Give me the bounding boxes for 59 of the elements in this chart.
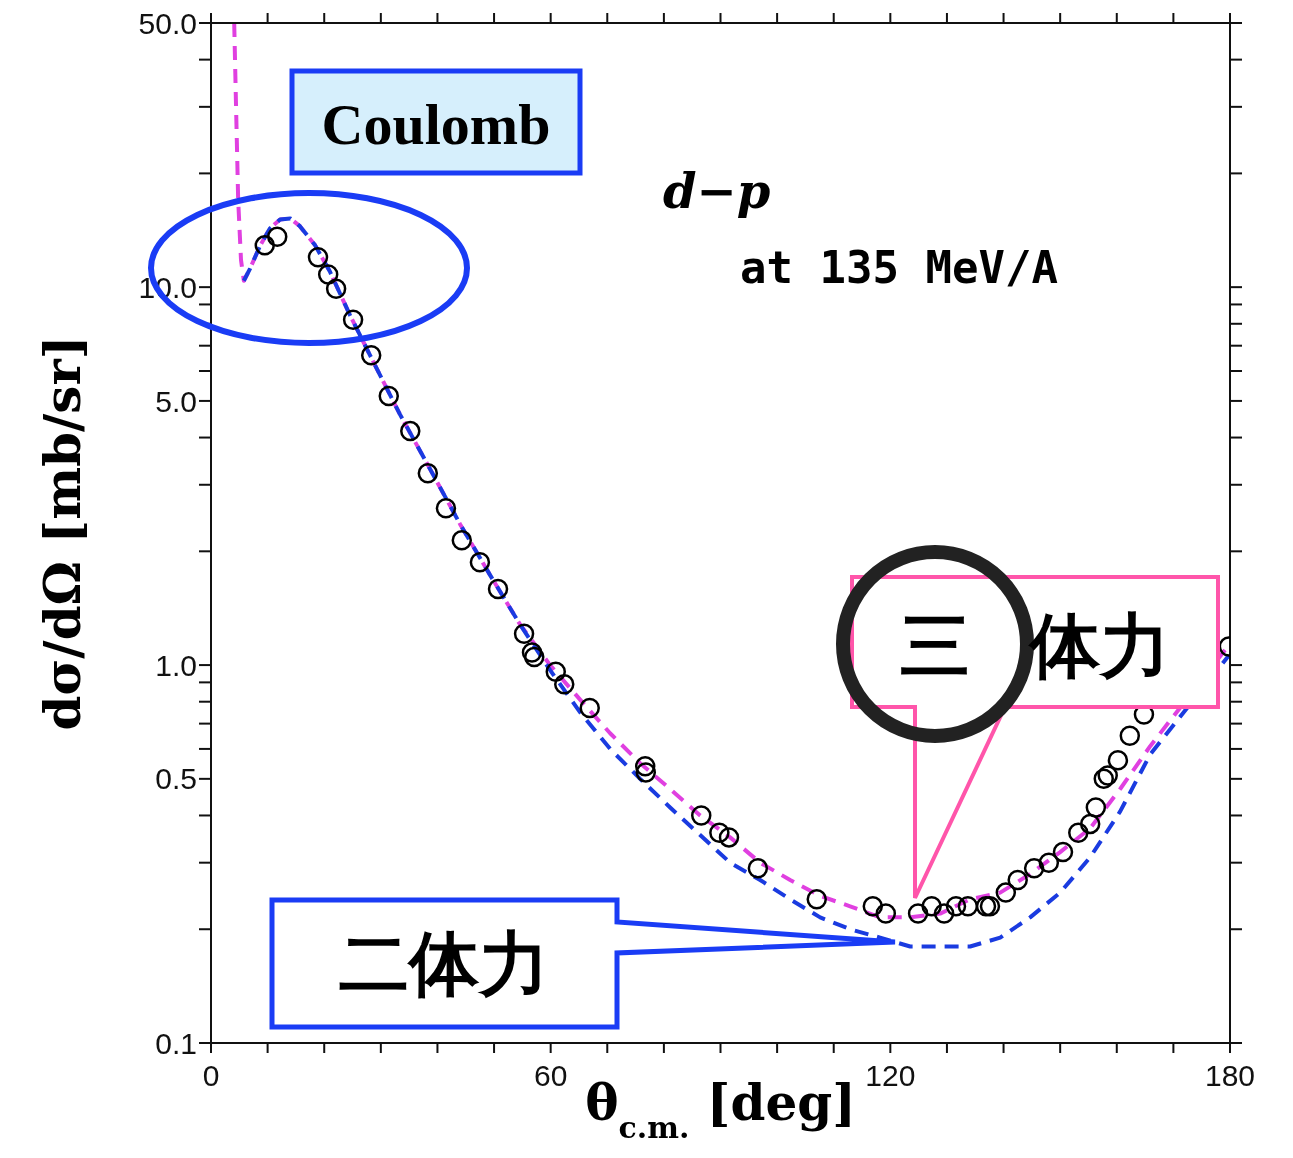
point — [907, 903, 929, 924]
point — [451, 529, 473, 551]
point — [691, 805, 712, 826]
point — [747, 858, 769, 879]
annotation: 二体力 — [339, 923, 549, 1005]
point — [635, 762, 657, 783]
point — [862, 896, 884, 917]
point — [933, 903, 955, 924]
point — [342, 309, 364, 330]
point — [995, 882, 1017, 903]
y-tick-label: 0.5 — [155, 762, 197, 796]
point — [400, 420, 421, 442]
y-tick-label: 5.0 — [155, 384, 197, 418]
x-tick-label: 180 — [1204, 1059, 1256, 1093]
y-tick-label: 50.0 — [138, 6, 197, 40]
annotation: at 135 MeV/A — [740, 242, 1058, 293]
point — [325, 278, 347, 300]
point — [545, 661, 567, 683]
point — [524, 646, 545, 668]
point — [921, 896, 942, 917]
annotation: d−p — [663, 163, 771, 219]
point — [957, 896, 979, 917]
point — [317, 264, 339, 285]
point — [709, 822, 730, 844]
point — [360, 345, 382, 366]
point — [1079, 813, 1101, 835]
y-tick-label: 1.0 — [155, 648, 197, 682]
point — [521, 642, 543, 663]
y-axis-title: dσ/dΩ [mb/sr] — [33, 335, 92, 731]
point — [417, 462, 439, 484]
point — [806, 889, 827, 910]
point — [1107, 749, 1129, 771]
point — [1068, 822, 1089, 844]
point — [307, 246, 329, 268]
point — [1119, 725, 1141, 747]
point — [1052, 841, 1074, 863]
x-tick-label: 0 — [202, 1059, 220, 1093]
x-tick-label: 120 — [865, 1059, 916, 1093]
point — [579, 697, 600, 719]
point — [266, 226, 288, 247]
y-tick-label: 0.1 — [155, 1026, 197, 1060]
annotation: Coulomb — [321, 92, 551, 157]
point — [718, 827, 740, 848]
point — [469, 552, 491, 573]
x-axis-title: θ$_{c.m.}$ [deg] — [585, 1073, 856, 1145]
point — [378, 385, 400, 407]
point — [875, 903, 897, 924]
point — [513, 623, 535, 645]
point — [634, 755, 656, 777]
x-tick-label: 60 — [533, 1059, 568, 1093]
point — [945, 896, 967, 917]
point — [554, 673, 575, 695]
point — [1038, 852, 1060, 873]
point — [487, 578, 509, 600]
point — [1023, 858, 1045, 879]
point — [254, 235, 276, 256]
point — [1085, 797, 1107, 818]
point — [1007, 869, 1028, 891]
point — [435, 498, 457, 519]
